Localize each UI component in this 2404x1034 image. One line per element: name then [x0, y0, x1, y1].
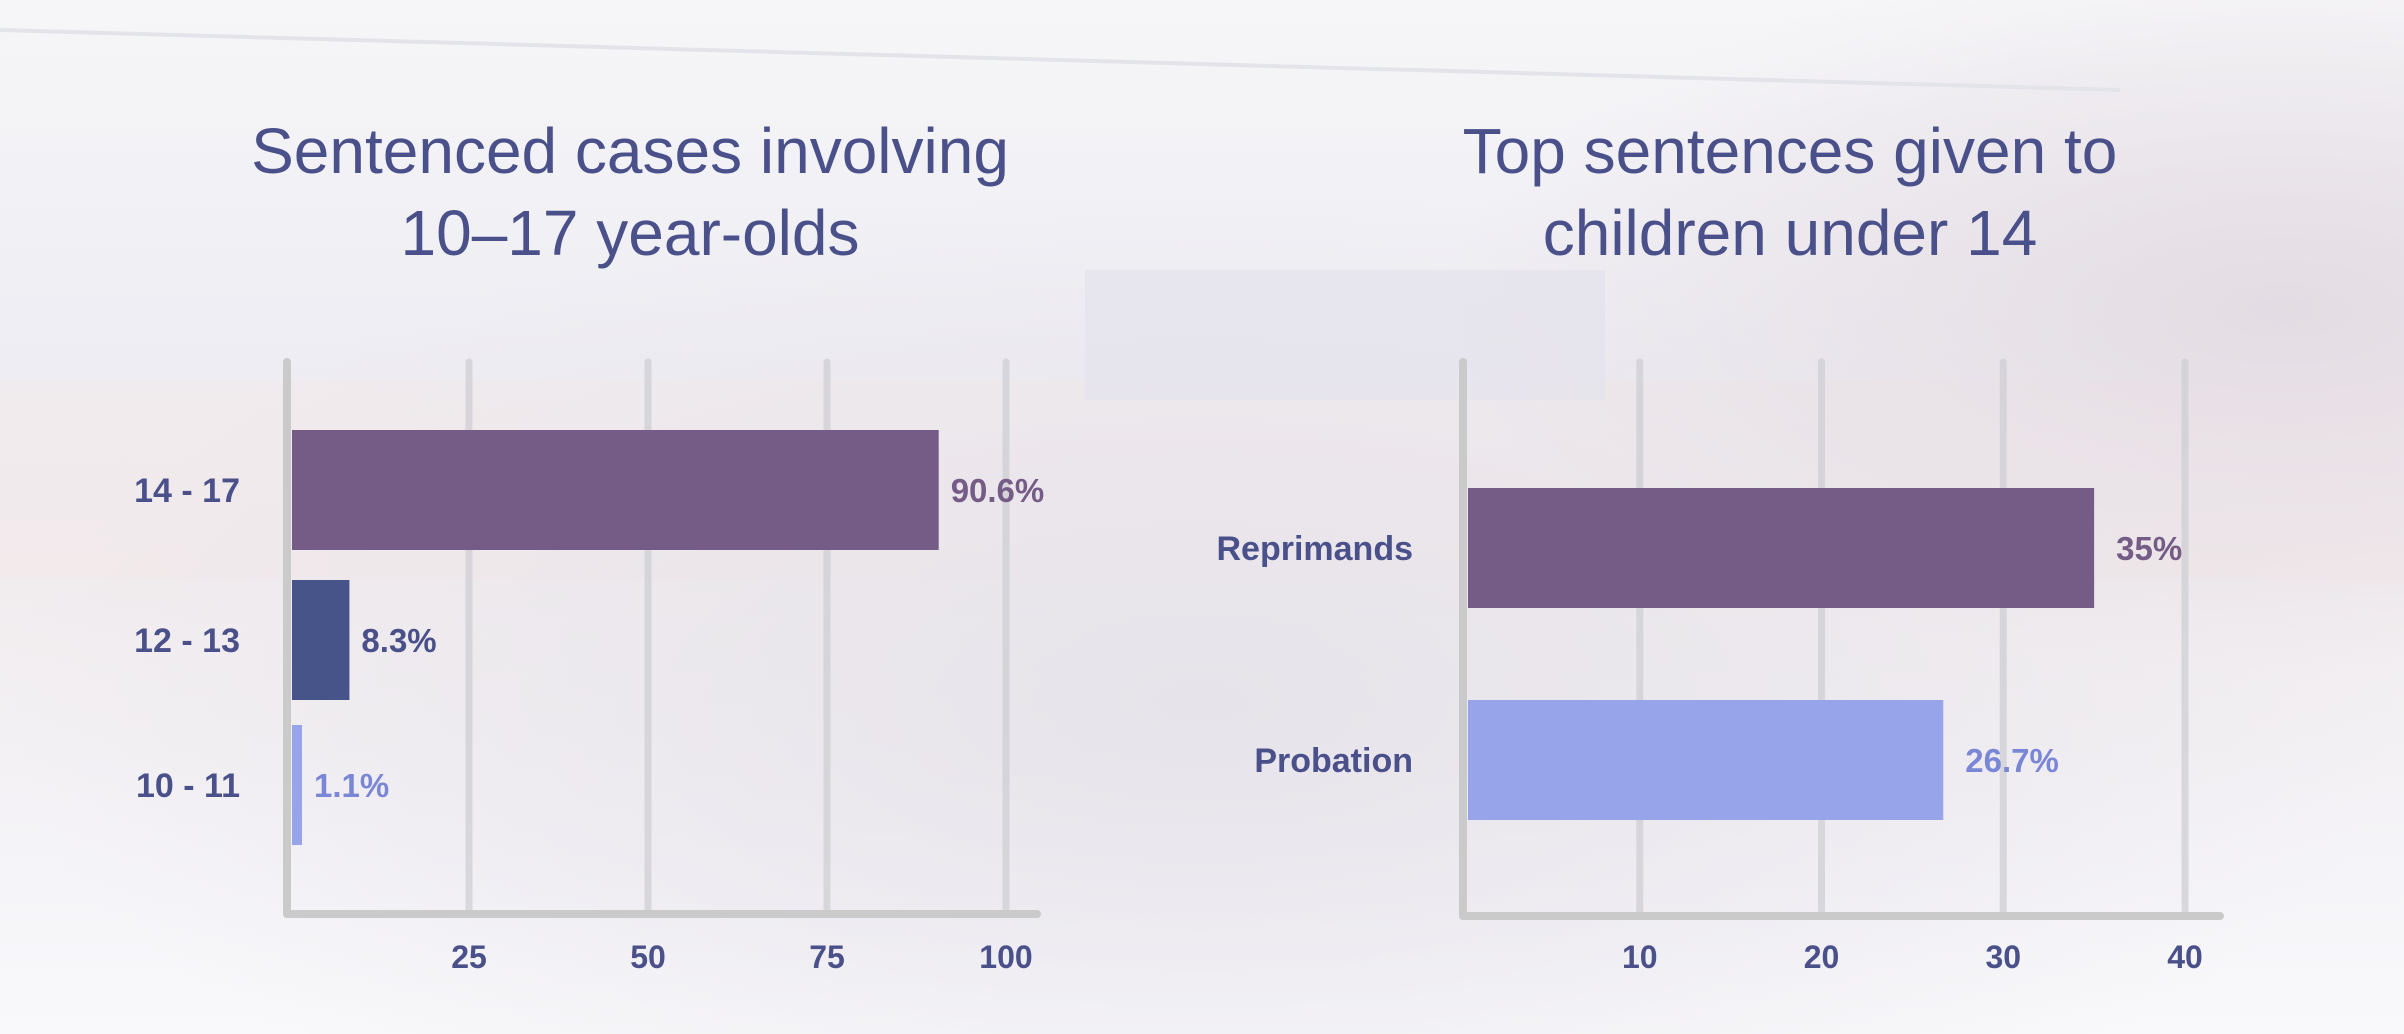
bar	[1468, 700, 1944, 820]
value-label: 26.7%	[1965, 742, 2059, 779]
title-line-1: Sentenced cases involving	[251, 115, 1009, 187]
category-label: 10 - 11	[136, 767, 240, 805]
x-tick-label: 40	[2167, 939, 2203, 975]
title-line-2: children under 14	[1542, 197, 2038, 269]
x-tick-label: 10	[1622, 939, 1658, 975]
title-line-2: 10–17 year-olds	[400, 197, 860, 269]
x-tick-label: 25	[451, 939, 487, 975]
category-label: Probation	[1254, 742, 1413, 780]
bar	[292, 725, 302, 845]
value-label: 8.3%	[361, 622, 436, 659]
category-label: 12 - 13	[134, 622, 240, 660]
category-label: 14 - 17	[134, 472, 240, 510]
x-tick-label: 100	[979, 939, 1032, 975]
x-tick-label: 75	[809, 939, 845, 975]
value-label: 1.1%	[314, 767, 389, 804]
bar	[292, 580, 350, 700]
bar	[1468, 488, 2095, 608]
title-line-1: Top sentences given to	[1462, 115, 2118, 187]
chart-title-top-sentences: Top sentences given to children under 14	[1340, 110, 2240, 274]
value-label: 90.6%	[951, 472, 1045, 509]
x-tick-label: 50	[630, 939, 666, 975]
value-label: 35%	[2116, 530, 2182, 567]
bar	[292, 430, 939, 550]
chart-title-sentenced-cases: Sentenced cases involving 10–17 year-old…	[180, 110, 1080, 274]
x-tick-label: 20	[1804, 939, 1840, 975]
x-tick-label: 30	[1985, 939, 2021, 975]
category-label: Reprimands	[1217, 530, 1414, 568]
